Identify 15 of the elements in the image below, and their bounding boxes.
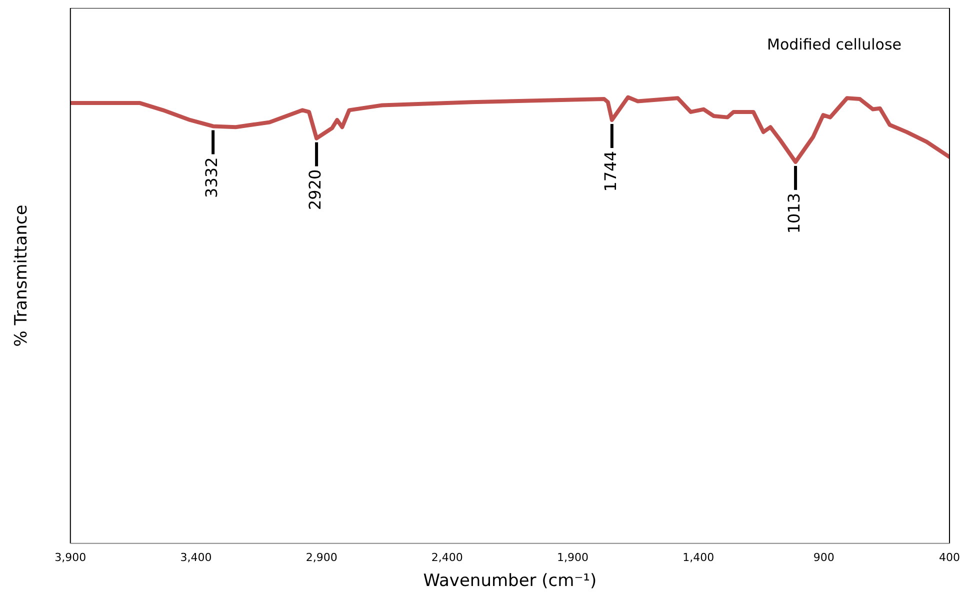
text: Modified cellulose — [767, 35, 902, 54]
x-tick-label: 400 — [939, 550, 960, 564]
x-tick-label: 2,400 — [431, 550, 463, 564]
annotation: 2920 — [306, 169, 325, 210]
annotation: 1744 — [601, 150, 620, 192]
annotation: 1013 — [784, 192, 804, 234]
y-axis-title: % Transmittance — [12, 204, 32, 347]
x-tick-label: 1,400 — [682, 550, 714, 564]
x-tick-label: 3,900 — [54, 550, 86, 564]
x-tick-label: 3,400 — [180, 550, 212, 564]
x-tick-label: 900 — [813, 550, 834, 564]
annotation: 3332 — [202, 157, 222, 198]
x-tick-label: 1,900 — [556, 550, 588, 564]
x-tick-label: 2,900 — [306, 550, 338, 564]
x-axis-title: Wavenumber (cm⁻¹) — [423, 571, 597, 592]
